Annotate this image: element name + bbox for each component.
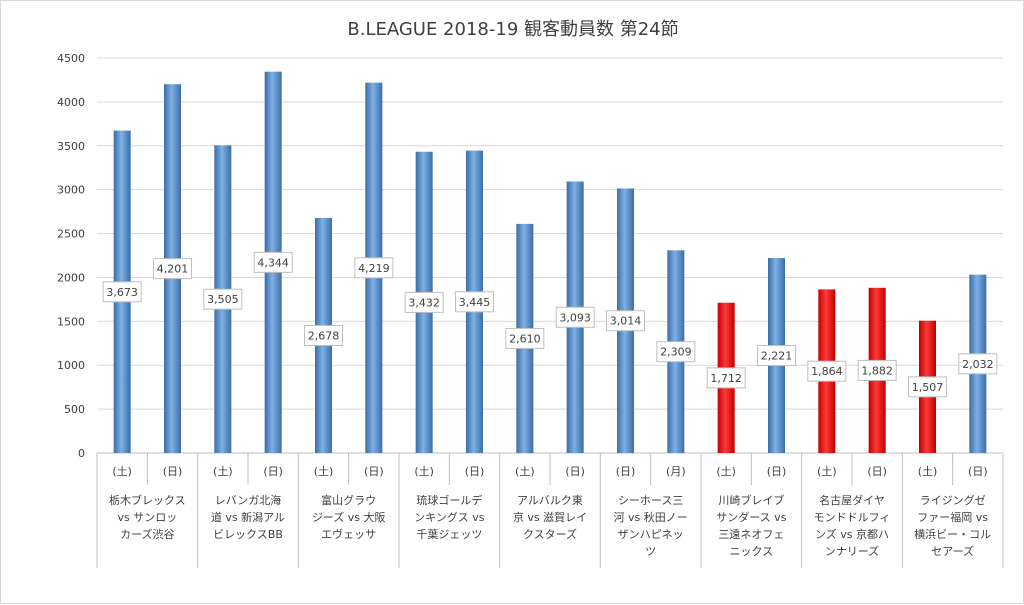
x-category-label: モンドドルフィ [814,511,891,524]
x-category-label: ザンハピネッ [618,528,684,541]
y-tick-label: 1500 [57,315,85,328]
data-label: 3,014 [610,315,642,328]
x-category-label: ンズ vs 京都ハ [815,527,889,541]
y-tick-label: 3000 [57,184,85,197]
data-label: 2,610 [509,332,541,345]
data-label: 3,445 [459,296,491,309]
data-label-box [606,310,645,332]
x-category-label: アルバルク東 [517,494,583,507]
data-label: 3,432 [408,296,440,309]
data-label: 4,344 [257,256,289,269]
y-tick-label: 1000 [57,359,85,372]
x-tick-day-label: (日) [767,465,787,478]
x-category-label: ンナリーズ [825,544,879,558]
data-label-box [908,376,947,398]
data-label-box [102,281,142,303]
data-label: 4,201 [157,263,189,276]
data-label-box [354,257,394,279]
x-category-label: カーズ渋谷 [120,527,174,541]
x-category-label: 三遠ネオフェ [718,528,784,541]
data-label-box [757,345,796,367]
y-tick-label: 2000 [57,271,85,284]
data-label-box [153,258,192,280]
x-category-label: サンダース vs [716,510,786,524]
x-category-label: ファー福岡 vs [917,510,988,524]
y-tick-label: 3500 [57,140,85,153]
y-tick-label: 2500 [57,228,85,241]
data-label: 1,882 [861,364,893,377]
x-category-label: 横浜ビー・コル [914,527,991,541]
data-label-box [706,367,746,389]
data-label-box [253,251,293,273]
data-label: 1,712 [710,372,742,385]
x-tick-day-label: (土) [515,465,535,478]
data-label-box [404,291,444,313]
x-tick-day-label: (土) [817,465,837,478]
data-label-box [807,360,847,382]
x-category-label: ニックス [729,545,773,558]
y-tick-label: 4000 [57,96,85,109]
x-tick-day-label: (日) [968,465,988,478]
x-category-label: シーホース三 [618,494,683,507]
data-label: 4,219 [358,262,390,275]
data-label-box [857,359,897,381]
x-category-label: ンキングス vs [414,510,485,524]
x-tick-day-label: (土) [414,465,434,478]
data-label: 1,507 [912,381,944,394]
x-category-label: エヴェッサ [321,527,376,541]
x-tick-day-label: (月) [666,465,686,478]
x-category-label: 道 vs 新潟アル [211,510,285,524]
x-category-label: 栃木ブレックス [109,493,186,507]
data-label: 3,673 [106,286,138,299]
y-tick-label: 4500 [57,52,85,65]
x-category-label: 京 vs 滋賀レイ [513,510,587,524]
data-label-box [656,341,696,363]
x-category-label: vs サンロッ [117,511,177,524]
x-tick-day-label: (日) [565,465,585,478]
x-tick-day-label: (日) [867,465,887,478]
data-label-box [555,306,595,328]
x-category-label: ライジングゼ [920,493,986,507]
data-label-box [203,288,243,310]
x-category-label: 富山グラウ [321,493,376,507]
data-label: 2,032 [962,358,994,371]
chart-title: B.LEAGUE 2018-19 観客動員数 第24節 [347,19,679,40]
x-tick-day-label: (土) [213,465,233,478]
data-label: 2,678 [308,329,340,342]
x-tick-day-label: (日) [616,465,636,478]
x-category-label: ツ [645,545,656,558]
x-category-label: 河 vs 秋田ノー [614,510,688,524]
data-label-box [505,327,545,349]
data-label: 1,864 [811,365,843,378]
x-category-label: ビレックスBB [213,528,283,541]
data-label-box [455,291,494,313]
x-tick-day-label: (日) [263,465,283,478]
x-tick-day-label: (土) [918,465,938,478]
x-tick-day-label: (土) [314,465,334,478]
x-category-label: セアーズ [931,544,974,558]
y-tick-label: 500 [64,403,85,416]
data-label-box [958,353,998,375]
x-category-label: 川崎ブレイブ [718,493,784,507]
x-tick-day-label: (土) [716,465,736,478]
data-label: 2,309 [660,346,692,359]
data-label-box [304,324,343,346]
y-tick-label: 0 [78,447,85,460]
x-category-label: 名古屋ダイヤ [819,493,885,507]
x-category-label: ジーズ vs 大阪 [312,510,386,524]
x-category-label: 千葉ジェッツ [416,527,482,541]
x-tick-day-label: (土) [112,465,132,478]
x-tick-day-label: (日) [364,465,384,478]
x-tick-day-label: (日) [163,465,183,478]
x-category-label: クスターズ [523,527,577,541]
x-category-label: 琉球ゴールデ [416,493,482,507]
x-category-label: レバンガ北海 [215,493,282,507]
data-label: 3,093 [559,311,591,324]
data-label: 3,505 [207,293,239,306]
data-label: 2,221 [761,350,793,363]
x-tick-day-label: (日) [465,465,485,478]
